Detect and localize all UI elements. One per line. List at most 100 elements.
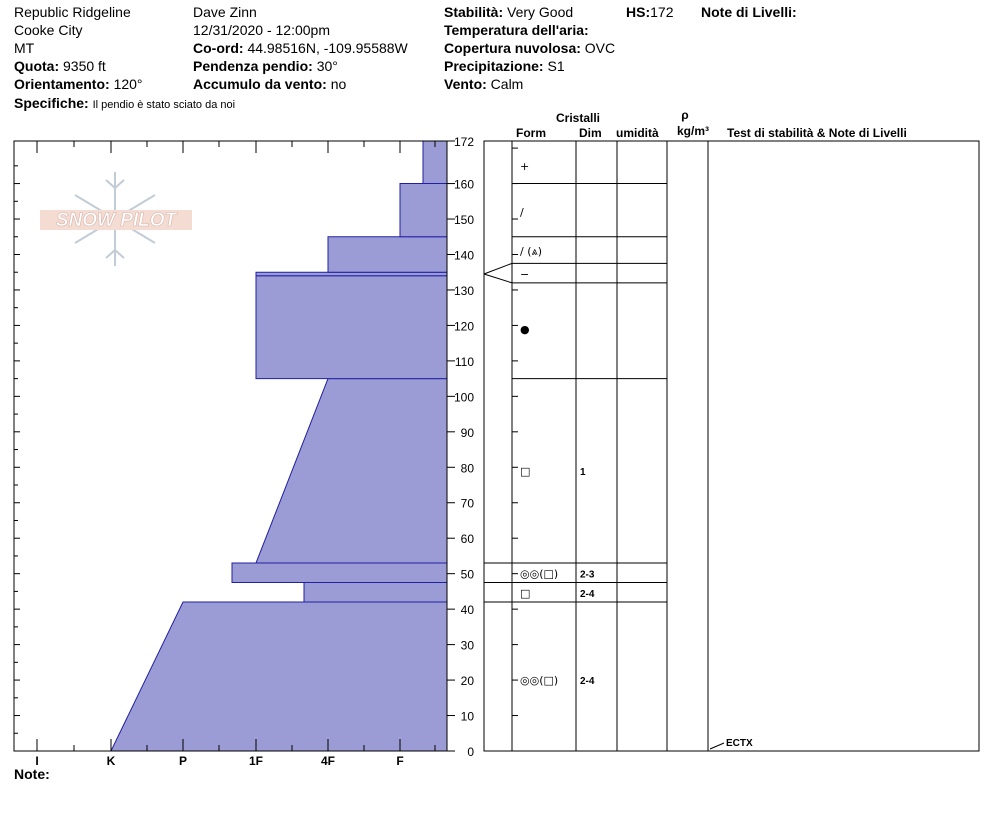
hardness-layer-4	[255, 275, 448, 380]
crystal-form-7: □	[520, 587, 530, 600]
coord-value: 44.98516N, -109.95588W	[247, 40, 408, 56]
elevation: Quota: 9350 ft	[14, 57, 106, 75]
hardness-axes: 0 10 20 30 40 50 60 70 80 90 100 110 120 130 140 150 160…	[13, 135, 475, 768]
hardness-layer-5	[255, 271, 448, 277]
stability-test-label-0: ECTX	[726, 738, 753, 749]
note-label: Note:	[14, 766, 50, 782]
hs-value: 172	[650, 4, 674, 20]
depth-tick-label-70: 70	[461, 497, 475, 511]
coordinates: Co-ord: 44.98516N, -109.95588W	[193, 39, 408, 57]
crystal-size-8: 2-4	[580, 676, 595, 687]
wind-value: Calm	[490, 76, 524, 92]
hardness-layer-3	[255, 378, 448, 564]
wind-label: Vento:	[444, 76, 487, 92]
stability-test-pointer-0	[709, 742, 725, 750]
wind: Vento: Calm	[444, 75, 523, 93]
aspect: Orientamento: 120°	[14, 75, 143, 93]
crystal-form-0: +	[520, 160, 529, 173]
precip-label: Precipitazione:	[444, 58, 544, 74]
crystal-size-6: 2-3	[580, 570, 595, 581]
slope: Pendenza pendio: 30°	[193, 57, 338, 75]
crystal-form-1: /	[520, 206, 524, 219]
hardness-layer-6	[327, 236, 448, 273]
hardness-label-P: P	[179, 754, 187, 768]
hardness-label-1F: 1F	[249, 754, 263, 768]
layer-table-frame	[483, 140, 980, 752]
air-temp-label: Temperatura dell'aria:	[444, 22, 589, 38]
depth-tick-label-20: 20	[461, 674, 475, 688]
crystal-form-6: ◎◎(□)	[520, 568, 558, 581]
hardness-layer-2	[231, 562, 448, 584]
crystal-form-5: □	[520, 465, 530, 478]
crystal-form-3: −	[520, 268, 529, 281]
aspect-label: Orientamento:	[14, 76, 110, 92]
hardness-profile	[110, 140, 448, 752]
slope-label: Pendenza pendio:	[193, 58, 313, 74]
hardness-layer-8	[422, 140, 448, 185]
coord-label: Co-ord:	[193, 40, 244, 56]
crystal-form-8: ◎◎(□)	[520, 674, 558, 687]
snow-height: HS:172	[626, 3, 673, 21]
specifics: Specifiche: Il pendio è stato sciato da …	[14, 94, 235, 114]
sky-cover: Copertura nuvolosa: OVC	[444, 39, 615, 57]
header-form: Form	[516, 126, 546, 140]
depth-tick-label-160: 160	[454, 178, 474, 192]
layer-notes-label: Note di Livelli:	[701, 4, 797, 20]
stability-value: Very Good	[507, 4, 574, 20]
wind-loading: Accumulo da vento: no	[193, 75, 346, 93]
logo-band	[40, 210, 192, 230]
layer-notes-heading: Note di Livelli:	[701, 3, 797, 21]
depth-tick-label-60: 60	[461, 532, 475, 546]
hardness-label-F: F	[396, 754, 403, 768]
depth-tick-label-90: 90	[461, 426, 475, 440]
state: MT	[14, 40, 35, 56]
depth-tick-label-50: 50	[461, 568, 475, 582]
depth-tick-label-30: 30	[461, 639, 475, 653]
depth-tick-label-0: 0	[467, 745, 474, 759]
observer: Dave Zinn	[193, 4, 257, 20]
sky-label: Copertura nuvolosa:	[444, 40, 581, 56]
elevation-value: 9350 ft	[63, 58, 106, 74]
depth-tick-label-150: 150	[454, 213, 474, 227]
hardness-label-I: I	[35, 754, 38, 768]
wind-loading-label: Accumulo da vento:	[193, 76, 327, 92]
hs-label: HS:	[626, 4, 651, 20]
specifics-label: Specifiche:	[14, 95, 89, 111]
snowpilot-logo: SNOW PILOT	[40, 172, 192, 266]
logo-text: SNOW PILOT	[56, 210, 178, 231]
specifics-value: Il pendio è stato sciato da noi	[92, 99, 236, 111]
header-stability-notes: Test di stabilità & Note di Livelli	[727, 126, 907, 140]
header-crystals: Cristalli	[556, 111, 600, 125]
depth-tick-label-100: 100	[454, 390, 474, 404]
hardness-plot-frame	[13, 140, 448, 752]
slope-value: 30°	[316, 58, 338, 74]
hardness-layer-0	[110, 601, 448, 752]
depth-tick-label-140: 140	[454, 248, 474, 262]
datetime: 12/31/2020 - 12:00pm	[193, 22, 330, 38]
wind-loading-value: no	[330, 76, 347, 92]
note: Note:	[14, 765, 50, 783]
location: Republic Ridgeline	[14, 4, 131, 20]
header-moisture: umidità	[616, 126, 659, 140]
hardness-label-4F: 4F	[321, 754, 335, 768]
header-dim: Dim	[579, 126, 602, 140]
crystal-size-5: 1	[580, 467, 586, 478]
depth-tick-label-10: 10	[461, 710, 475, 724]
layer-table: + / / (⩓) − ● □ 1 ◎◎(□) 2-3 □ 2-4 ◎◎(□) 2-4 ECTX	[483, 140, 980, 752]
depth-tick-label-40: 40	[461, 603, 475, 617]
hardness-layer-1	[303, 582, 448, 603]
depth-tick-label-172: 172	[454, 135, 474, 149]
area: Cooke City	[14, 22, 83, 38]
elevation-label: Quota:	[14, 58, 60, 74]
stability-label: Stabilità:	[444, 4, 504, 20]
precip-value: S1	[547, 58, 565, 74]
hardness-label-K: K	[107, 754, 116, 768]
air-temperature: Temperatura dell'aria:	[444, 21, 589, 39]
depth-tick-label-110: 110	[455, 355, 474, 369]
stability: Stabilità: Very Good	[444, 3, 573, 21]
crystal-size-7: 2-4	[580, 589, 595, 600]
hardness-layer-7	[399, 183, 448, 238]
boundary-connector-0	[483, 262, 513, 275]
depth-tick-label-80: 80	[461, 461, 475, 475]
